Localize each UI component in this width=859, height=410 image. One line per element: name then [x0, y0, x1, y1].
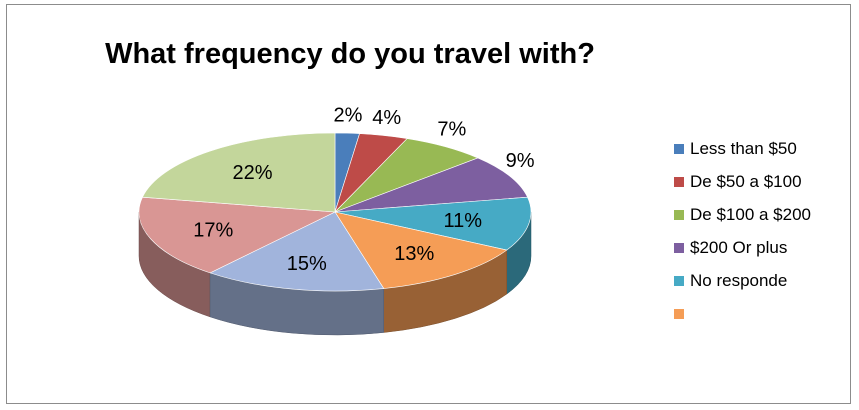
pie-slice-8 — [142, 132, 336, 213]
legend-label-3: $200 Or plus — [690, 238, 788, 257]
pie-slice-5 — [334, 211, 508, 289]
legend-swatch-2 — [674, 210, 684, 220]
legend-label-4: No responde — [690, 271, 788, 290]
legend-item-2: De $100 a $200 — [674, 204, 811, 226]
legend-label-2: De $100 a $200 — [690, 205, 811, 224]
pie-data-label-0: 2% — [334, 104, 363, 126]
pie-data-label-2: 7% — [437, 119, 466, 141]
chart-title: What frequency do you travel with? — [105, 38, 595, 70]
legend-swatch-4 — [674, 276, 684, 286]
pie-data-label-8: 22% — [232, 162, 272, 184]
pie-data-label-6: 15% — [287, 253, 327, 275]
legend-item-1: De $50 a $100 — [674, 171, 802, 193]
pie-data-label-3: 9% — [506, 150, 535, 172]
pie-data-label-7: 17% — [193, 220, 233, 242]
pie-data-label-5: 13% — [394, 243, 434, 265]
legend-swatch-0 — [674, 144, 684, 154]
legend-swatch-5 — [674, 309, 684, 319]
legend-item-0: Less than $50 — [674, 138, 797, 160]
legend-item-3: $200 Or plus — [674, 237, 787, 259]
legend-item-5 — [674, 303, 690, 325]
legend-label-0: Less than $50 — [690, 139, 797, 158]
pie-data-label-4: 11% — [444, 210, 483, 232]
pie-slice-4 — [334, 196, 532, 251]
legend-swatch-3 — [674, 243, 684, 253]
legend-label-1: De $50 a $100 — [690, 172, 802, 191]
pie-data-label-1: 4% — [372, 107, 401, 129]
pie-slice-7 — [138, 196, 337, 274]
pie-slice-6 — [209, 211, 385, 292]
legend-item-4: No responde — [674, 270, 787, 292]
pie-slice-3 — [334, 157, 528, 213]
legend-swatch-1 — [674, 177, 684, 187]
